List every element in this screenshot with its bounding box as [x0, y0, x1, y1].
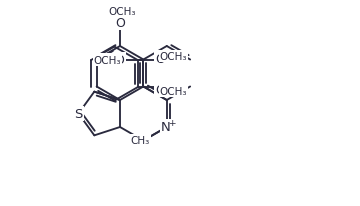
Text: OCH₃: OCH₃	[159, 52, 187, 62]
Text: CH₃: CH₃	[131, 136, 150, 146]
Text: O: O	[156, 52, 165, 65]
Text: O: O	[156, 83, 165, 96]
Text: OCH₃: OCH₃	[94, 55, 121, 65]
Text: OCH₃: OCH₃	[159, 87, 187, 97]
Text: O: O	[114, 54, 124, 67]
Text: +: +	[168, 119, 176, 128]
Text: O: O	[115, 16, 125, 29]
Text: N: N	[161, 121, 171, 134]
Text: OCH₃: OCH₃	[108, 7, 136, 17]
Text: S: S	[74, 108, 83, 121]
